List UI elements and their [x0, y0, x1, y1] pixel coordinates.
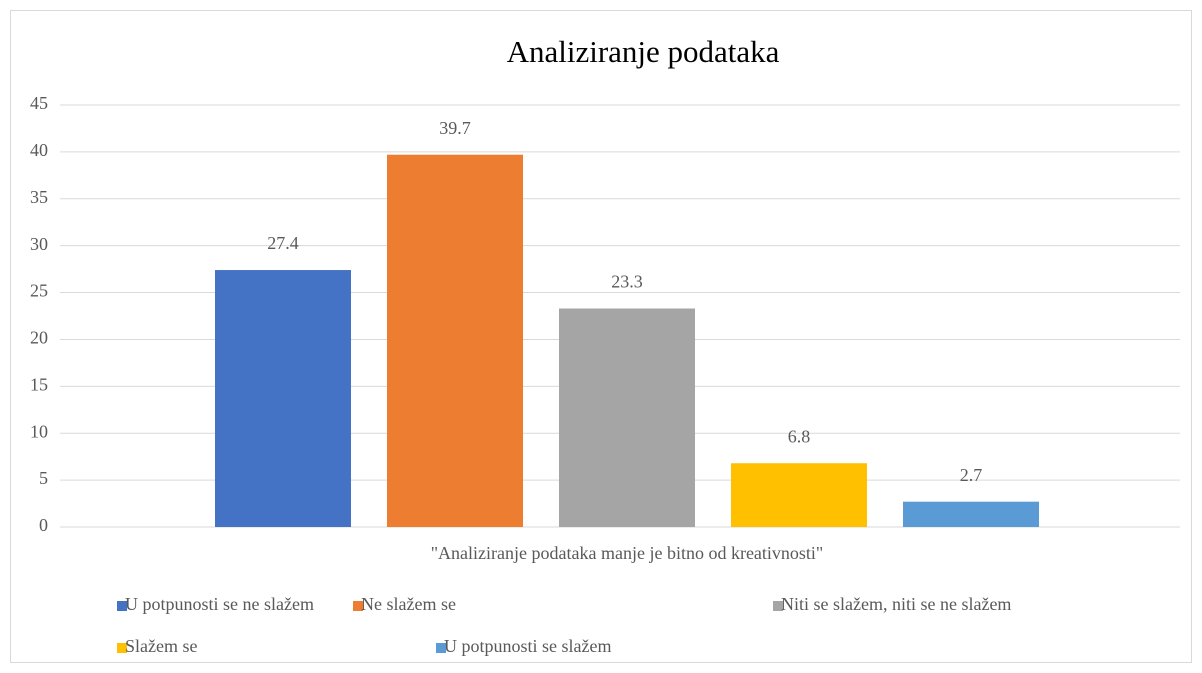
y-tick-label: 10 — [30, 421, 48, 441]
legend-marker — [353, 601, 363, 611]
bar — [215, 270, 351, 527]
y-tick-label: 45 — [30, 93, 48, 113]
legend-marker — [117, 643, 127, 653]
legend-label: U potpunosti se ne slažem — [125, 594, 314, 614]
y-tick-label: 35 — [30, 187, 48, 207]
legend-label: Niti se slažem, niti se ne slažem — [781, 594, 1011, 614]
y-tick-label: 25 — [30, 281, 48, 301]
bar — [903, 501, 1039, 527]
y-tick-label: 15 — [30, 374, 48, 394]
data-label: 2.7 — [960, 465, 983, 485]
bar — [731, 463, 867, 527]
legend-marker — [773, 601, 783, 611]
legend-label: Ne slažem se — [361, 594, 456, 614]
data-label: 23.3 — [611, 272, 643, 292]
y-tick-label: 20 — [30, 328, 48, 348]
y-tick-label: 0 — [39, 515, 48, 535]
y-tick-label: 30 — [30, 234, 48, 254]
chart-title: Analiziranje podataka — [507, 34, 780, 69]
bar — [387, 154, 523, 528]
legend-marker — [436, 643, 446, 653]
y-tick-label: 40 — [30, 140, 48, 160]
data-label: 6.8 — [788, 426, 811, 446]
data-label: 27.4 — [267, 233, 299, 253]
legend-label: Slažem se — [125, 636, 197, 656]
bar — [559, 308, 695, 527]
legend-marker — [117, 601, 127, 611]
x-tick-label: "Analiziranje podataka manje je bitno od… — [431, 543, 824, 563]
data-label: 39.7 — [439, 118, 471, 138]
y-tick-label: 5 — [39, 468, 48, 488]
legend-label: U potpunosti se slažem — [444, 636, 611, 656]
